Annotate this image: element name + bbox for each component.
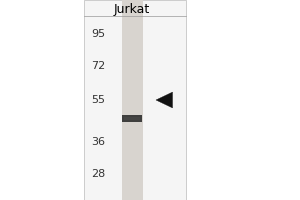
Bar [122, 115, 142, 122]
Bar [122, 0, 142, 200]
Text: Jurkat: Jurkat [114, 3, 150, 16]
Text: 55: 55 [91, 95, 105, 105]
Polygon shape [156, 92, 172, 108]
Text: 95: 95 [91, 29, 105, 39]
Bar [84, 0, 186, 200]
Text: 36: 36 [91, 137, 105, 147]
Bar [124, 117, 140, 120]
Text: 72: 72 [91, 61, 105, 71]
Text: 28: 28 [91, 169, 105, 179]
